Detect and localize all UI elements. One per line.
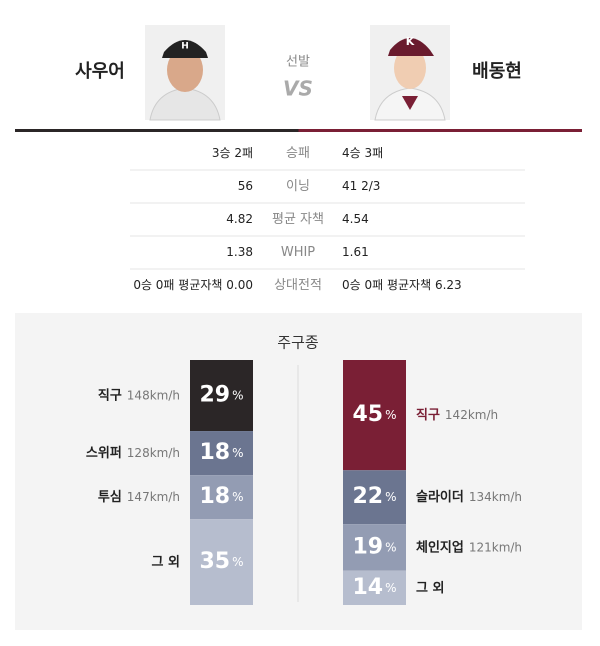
pitch-percent-number: 45 [352,402,383,427]
stat-right-value: 4.54 [342,212,369,226]
pitch-percent-unit: % [232,490,243,504]
left-player-name: 사우어 [75,61,125,82]
pitch-name: 그 외 [416,579,444,595]
pitch-percent-unit: % [385,580,396,594]
stat-left-value: 3승 2패 [212,146,253,160]
stat-label: 평균 자책 [272,212,324,227]
pitch-label: 직구 142km/h [416,407,498,423]
left-player-photo: H [145,25,225,121]
pitch-percent-number: 19 [352,534,383,559]
pitch-bar-segment [343,570,406,605]
pitch-percent: 29% [199,383,243,408]
pitch-name: 스위퍼 [86,446,122,461]
pitch-bar-segment [190,431,253,476]
pitch-bar-segment [343,470,406,525]
pitch-percent: 18% [199,484,243,509]
stat-right-value: 4승 3패 [342,146,383,160]
pitch-bar-segment [190,519,253,605]
stat-left-value: 1.38 [226,245,253,259]
pitch-name: 슬라이더 [416,489,464,505]
stat-label: 승패 [286,146,310,161]
pitch-percent-number: 18 [199,484,230,509]
pitch-speed: 148km/h [127,388,180,402]
pitch-percent: 14% [352,575,396,600]
stat-right-value: 0승 0패 평균자책 6.23 [342,277,462,292]
pitch-percent: 45% [352,402,396,427]
pitch-label: 그 외 [152,554,180,570]
stat-left-value: 4.82 [226,212,253,226]
pitch-name: 투심 [98,489,122,505]
stat-left-value: 56 [238,179,253,193]
pitch-percent-unit: % [385,540,396,554]
pitch-label: 투심 147km/h [98,489,180,505]
pitch-speed: 147km/h [127,490,180,504]
pitch-label: 스위퍼 128km/h [86,446,180,461]
pitch-name: 직구 [98,387,122,403]
pitch-percent-unit: % [232,388,243,402]
pitch-label: 체인지업 121km/h [416,539,522,555]
pitch-bar-segment [190,360,253,432]
pitch-speed: 121km/h [469,540,522,554]
pitch-percent-unit: % [385,408,396,422]
pitch-speed: 142km/h [445,408,498,422]
pitch-name: 그 외 [152,554,180,570]
stat-label: 상대전적 [274,278,322,293]
stat-label: WHIP [281,245,315,260]
pitch-percent-number: 18 [199,440,230,465]
pitch-percent: 18% [199,440,243,465]
right-player-name: 배동현 [472,61,522,82]
pitch-label: 그 외 [416,579,444,595]
pitch-percent-number: 35 [199,549,230,574]
pitch-percent: 35% [199,549,243,574]
svg-text:H: H [181,42,189,52]
stat-label: 이닝 [286,179,310,194]
right-player-photo: K [370,25,450,121]
vs-label: VS [283,77,313,101]
pitch-percent-unit: % [232,555,243,569]
pitch-percent: 22% [352,484,396,509]
pitch-speed: 134km/h [469,490,522,504]
pitch-bar-segment [190,475,253,520]
center-label: 선발 [286,55,310,70]
header-divider [15,129,582,132]
pitch-mix-title: 주구종 [277,334,318,352]
pitch-percent-unit: % [232,446,243,460]
pitch-label: 직구 148km/h [98,387,180,403]
svg-text:K: K [406,35,415,48]
pitch-bar-segment [343,524,406,571]
pitch-percent-number: 14 [352,575,383,600]
pitch-percent: 19% [352,534,396,559]
stat-left-value: 0승 0패 평균자책 0.00 [133,277,253,292]
stat-right-value: 41 2/3 [342,179,380,193]
pitch-percent-unit: % [385,490,396,504]
pitch-name: 직구 [416,407,440,423]
pitch-percent-number: 29 [199,383,230,408]
pitch-label: 슬라이더 134km/h [416,489,522,505]
stat-right-value: 1.61 [342,245,369,259]
pitch-percent-number: 22 [352,484,383,509]
pitch-name: 체인지업 [416,539,464,555]
pitch-speed: 128km/h [127,446,180,460]
pitch-bar-segment [343,360,406,471]
